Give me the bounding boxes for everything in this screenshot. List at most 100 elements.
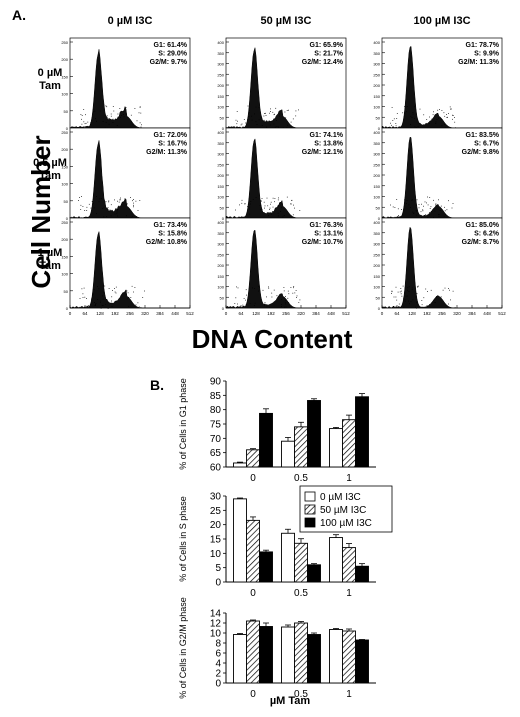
histogram-dot xyxy=(251,115,253,117)
histogram-dot xyxy=(264,205,266,207)
histogram-dot xyxy=(81,196,82,197)
bar xyxy=(259,626,273,684)
histogram-dot xyxy=(265,115,267,116)
histogram-dot xyxy=(278,197,279,199)
x-tick-label: 0 xyxy=(250,689,256,700)
histogram-dot xyxy=(390,122,391,124)
histogram-dot xyxy=(415,210,417,212)
x-tick-label: 256 xyxy=(438,311,446,316)
histogram-dot xyxy=(130,114,132,116)
histogram-dot xyxy=(435,204,437,206)
histogram-dot xyxy=(444,124,445,125)
histogram-dot xyxy=(244,203,246,205)
histogram-dot xyxy=(413,212,415,214)
histogram-dot xyxy=(294,207,295,209)
histogram-dot xyxy=(261,198,263,199)
y-tick-label: 300 xyxy=(373,242,380,247)
histogram-dot xyxy=(112,106,114,107)
histogram-dot xyxy=(434,210,436,212)
histogram-dot xyxy=(285,296,286,297)
histogram-dot xyxy=(95,118,96,119)
histogram-dot xyxy=(95,304,96,306)
bar xyxy=(259,412,273,468)
histogram-dot xyxy=(249,206,251,208)
histogram-dot xyxy=(82,297,84,298)
histogram-dot xyxy=(279,113,281,115)
bar xyxy=(281,440,295,468)
y-tick-label: 0 xyxy=(66,306,69,311)
histogram-dot xyxy=(117,209,119,210)
histogram-dot xyxy=(288,293,290,295)
x-tick-label: 1 xyxy=(346,689,352,700)
histogram-plot: 0 50 100 150 200 250 G1: 61.4% S: 29.0%G2/M: 9.… xyxy=(61,37,191,131)
histogram-dot xyxy=(391,290,393,292)
histogram-dot xyxy=(272,111,274,113)
plot-frame xyxy=(381,217,503,309)
histogram-dot xyxy=(107,207,109,208)
histogram-dot xyxy=(105,105,107,107)
histogram-dot xyxy=(97,286,98,287)
histogram-dot xyxy=(410,115,412,117)
histogram-dot xyxy=(412,299,414,301)
y-tick-label: 50 xyxy=(64,199,69,204)
histogram-dot xyxy=(261,208,263,210)
x-tick-label: 0 xyxy=(381,311,384,316)
histogram-dot xyxy=(116,300,117,302)
histogram-dot xyxy=(397,291,399,293)
histogram-dot xyxy=(133,206,134,208)
phase-stat: G2/M: 11.3% xyxy=(146,149,188,156)
histogram-dot xyxy=(80,114,82,115)
histogram-dot xyxy=(293,204,294,206)
histogram-dot xyxy=(93,289,95,290)
histogram-dot xyxy=(114,291,116,293)
histogram-dot xyxy=(271,296,273,298)
histogram-dot xyxy=(258,106,260,108)
phase-stat: G1: 72.0% xyxy=(154,132,188,139)
histogram-dot xyxy=(87,121,89,123)
histogram-dot xyxy=(283,297,285,299)
histogram-dot xyxy=(132,200,133,202)
histogram-dot xyxy=(413,213,415,214)
histogram-plot: 0 50 100 150 200 250 300 350 400 G1: 65.9% S: 21.7… xyxy=(217,37,347,131)
histogram-dot xyxy=(127,292,129,294)
histogram-dot xyxy=(287,290,289,292)
y-tick-label: 350 xyxy=(373,51,380,56)
y-tick-label: 250 xyxy=(217,72,224,77)
histogram-dot xyxy=(403,297,404,299)
y-tick-label: 100 xyxy=(61,182,68,187)
histogram-dot xyxy=(401,295,403,297)
y-tick-label: 100 xyxy=(217,195,224,200)
x-tick-label: 64 xyxy=(238,311,244,316)
histogram-dot xyxy=(135,304,137,306)
histogram-dot xyxy=(406,203,407,204)
y-tick-label: 250 xyxy=(373,162,380,167)
x-tick-label: 0.5 xyxy=(294,473,308,484)
histogram-dot xyxy=(417,286,419,288)
histogram-dot xyxy=(284,306,286,308)
histogram-dot xyxy=(117,113,119,115)
y-tick-label: 200 xyxy=(373,173,380,178)
y-axis-title: Cell Number xyxy=(26,135,56,288)
x-tick-label: 128 xyxy=(408,311,416,316)
histogram-dot xyxy=(287,124,288,126)
histogram-dot xyxy=(448,303,449,305)
y-tick-label: 400 xyxy=(217,220,224,225)
y-tick-label: 150 xyxy=(217,184,224,189)
histogram-dot xyxy=(408,204,410,206)
y-tick-label: 80 xyxy=(210,405,222,416)
histogram-dot xyxy=(116,209,118,211)
plot-frame xyxy=(69,217,191,309)
histogram-dot xyxy=(272,211,273,212)
histogram-dot xyxy=(106,216,108,217)
y-tick-label: 150 xyxy=(61,164,68,169)
histogram-dot xyxy=(404,106,405,107)
phase-stat: G1: 85.0% xyxy=(466,222,500,229)
histogram-dot xyxy=(255,121,257,123)
histogram-dot xyxy=(84,123,86,125)
histogram-dot xyxy=(133,202,134,204)
histogram-dot xyxy=(119,198,121,200)
histogram-dot xyxy=(258,285,260,287)
histogram-dot xyxy=(90,122,91,124)
x-tick-label: 448 xyxy=(327,311,335,316)
